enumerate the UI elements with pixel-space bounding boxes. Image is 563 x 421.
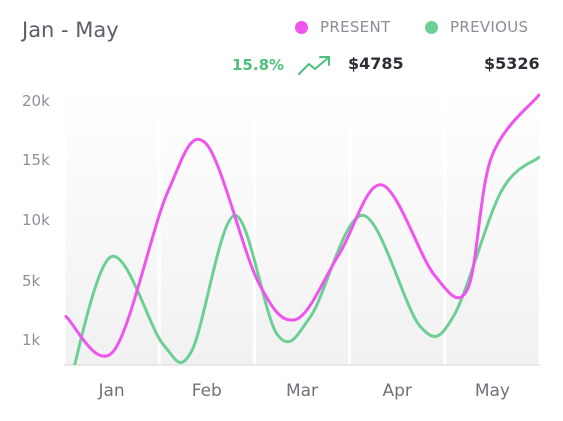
- present-legend-dot: [295, 20, 308, 34]
- present-legend-label: PRESENT: [320, 18, 391, 36]
- previous-legend-label: PREVIOUS: [450, 18, 529, 36]
- x-tick-label: Apr: [382, 381, 411, 401]
- legend-previous[interactable]: PREVIOUS: [425, 18, 528, 36]
- x-tick-label: Feb: [192, 381, 222, 401]
- y-tick-label: 20k: [22, 92, 50, 110]
- previous-legend-dot: [425, 20, 438, 34]
- legend-present[interactable]: PRESENT: [295, 18, 390, 36]
- x-tick-label: Mar: [286, 381, 318, 401]
- y-tick-label: 1k: [22, 331, 41, 349]
- y-tick-label: 15k: [22, 151, 50, 169]
- y-tick-label: 10k: [22, 211, 50, 229]
- previous-amount: $5326: [484, 54, 540, 73]
- grid-band-jan: [65, 88, 158, 365]
- chart-title: Jan - May: [22, 18, 119, 42]
- series-line-present: [64, 93, 540, 358]
- x-tick-label: May: [475, 381, 510, 401]
- change-percent: 15.8%: [232, 56, 285, 74]
- grid-band-apr: [351, 88, 444, 365]
- trending-up-icon: [298, 56, 331, 75]
- y-tick-label: 5k: [22, 272, 41, 290]
- grid-band-mar: [255, 88, 349, 365]
- present-amount: $4785: [348, 54, 404, 73]
- grid-band-may: [446, 88, 539, 365]
- x-tick-label: Jan: [97, 381, 124, 401]
- change-indicator: 15.8%: [232, 54, 332, 76]
- series-line-previous: [73, 155, 540, 365]
